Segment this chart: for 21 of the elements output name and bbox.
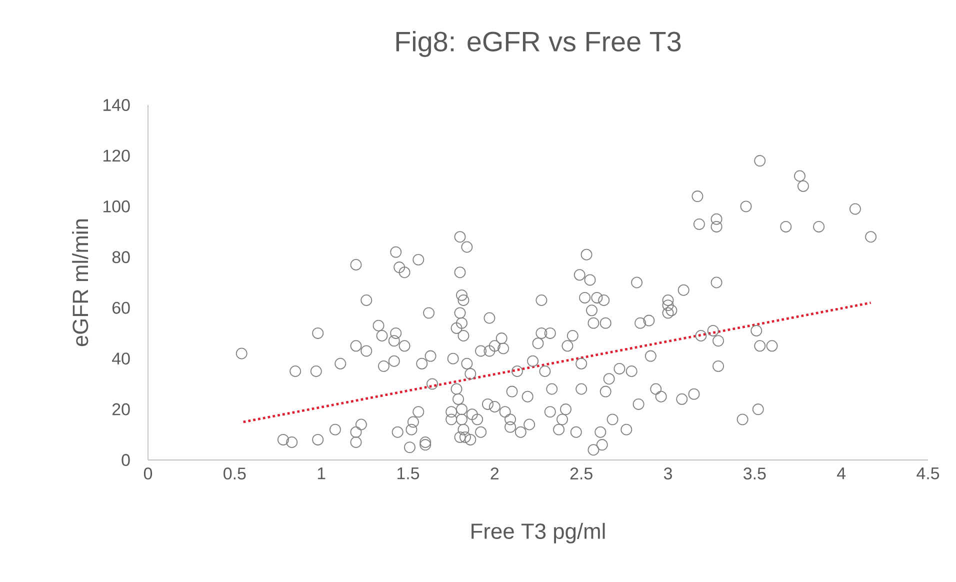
x-tick-label: 1 (318, 468, 326, 480)
y-tick-label: 0 (122, 454, 130, 466)
x-tick-label: 2 (490, 468, 499, 480)
x-tick-label: 4 (837, 468, 846, 480)
y-tick-label: 100 (104, 200, 130, 212)
y-tick-label: 120 (104, 150, 130, 162)
y-tick-label: 140 (104, 99, 130, 111)
x-tick-label: 0.5 (224, 468, 246, 480)
y-tick-label: 40 (112, 352, 130, 365)
x-tick-label: 4.5 (916, 468, 940, 480)
chart-title: Fig8: eGFR vs Free T3 (396, 31, 681, 57)
y-axis-title: eGFR ml/min (72, 219, 88, 346)
x-tick-label: 1.5 (398, 468, 420, 480)
x-tick-label: 2.5 (570, 468, 592, 480)
x-tick-label: 0 (144, 468, 152, 480)
y-tick-label: 60 (112, 302, 130, 314)
y-tick-label: 20 (112, 403, 130, 416)
x-tick-label: 3 (664, 468, 672, 480)
x-axis-title: Free T3 pg/ml (472, 522, 605, 544)
x-tick-label: 3.5 (744, 468, 766, 480)
y-tick-label: 80 (112, 251, 130, 264)
